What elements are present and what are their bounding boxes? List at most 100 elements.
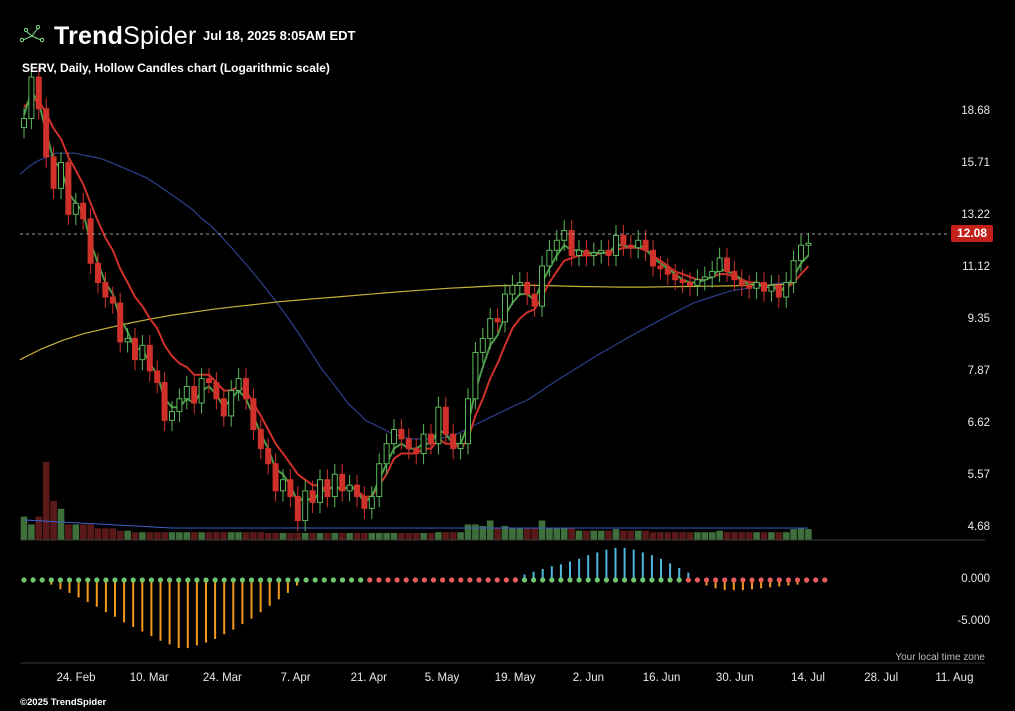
candle-body (87, 218, 94, 264)
oscillator-dot (421, 577, 427, 583)
x-tick-label: 11. Aug (935, 672, 974, 684)
x-tick-label: 5. May (424, 672, 460, 684)
oscillator-dot (430, 577, 437, 583)
candle-body (257, 428, 264, 450)
volume-bar (161, 532, 168, 540)
candle-body (169, 411, 175, 421)
brand-name: TrendSpider (54, 21, 197, 50)
candle-body (605, 249, 612, 256)
volume-bar (642, 530, 649, 540)
volume-bar (279, 532, 287, 540)
volume-bar (375, 532, 383, 540)
candle-body (701, 276, 708, 281)
volume-bar (331, 532, 339, 540)
candle-body (21, 117, 27, 129)
volume-bar (797, 527, 805, 540)
volume-bar (57, 508, 65, 540)
candle-body (154, 370, 161, 384)
y-tick-label: 5.57 (967, 468, 990, 481)
oscillator-dot (804, 577, 810, 583)
oscillator-dot (330, 577, 336, 583)
volume-bar (790, 529, 797, 540)
candle-body (798, 244, 804, 262)
oscillator-dot (612, 577, 619, 583)
oscillator-dot (103, 577, 109, 583)
volume-average-line (23, 519, 809, 529)
oscillator-dot (540, 577, 546, 583)
volume-bar (205, 532, 213, 540)
volume-bar (516, 528, 524, 540)
oscillator-dot (112, 577, 118, 583)
candle-body (376, 463, 383, 498)
volume-bar (235, 532, 242, 540)
volume-bar (605, 530, 612, 540)
oscillator-dot (822, 577, 828, 583)
oscillator-dot (685, 577, 691, 583)
y-tick-label: 7.87 (967, 365, 990, 378)
candle-body (346, 484, 353, 492)
oscillator-dot (39, 577, 45, 583)
candle-body (805, 242, 812, 246)
volume-bar (257, 532, 265, 540)
volume-bar (65, 524, 72, 540)
volume-bar (168, 532, 176, 540)
volume-bar (94, 528, 102, 540)
candle-body (568, 230, 575, 256)
oscillator-dot (731, 577, 737, 583)
volume-bar (671, 532, 679, 540)
y-tick-label: 4.68 (967, 521, 990, 534)
candle-body (117, 302, 124, 343)
oscillator-dot (76, 577, 82, 583)
oscillator-dot (230, 577, 236, 583)
candle-body (28, 76, 35, 119)
timezone-note: Your local time zone (895, 652, 985, 663)
oscillator-dot (358, 577, 364, 583)
volume-bar (679, 532, 686, 540)
chart-timestamp: Jul 18, 2025 8:05AM EDT (203, 28, 356, 43)
candle-body (124, 337, 131, 343)
oscillator-dot (394, 577, 400, 583)
candle-body (413, 448, 420, 455)
candle-body (65, 162, 72, 215)
candle-body (761, 282, 767, 292)
volume-bar (442, 532, 450, 540)
candle-body (95, 262, 101, 284)
candle-body (220, 398, 227, 417)
y-tick-label: 15.71 (961, 157, 990, 170)
oscillator-dot (121, 577, 127, 583)
oscillator-dot (267, 577, 273, 583)
oscillator-dot (531, 577, 537, 583)
volume-bar (457, 532, 464, 540)
volume-bar (634, 530, 642, 540)
x-tick-label: 21. Apr (350, 672, 388, 684)
volume-bar (568, 528, 575, 540)
volume-bar (383, 532, 390, 540)
volume-bar (346, 532, 353, 540)
volume-bar (301, 532, 309, 540)
volume-bar (427, 532, 435, 540)
volume-bar (250, 532, 257, 540)
volume-bar (501, 525, 509, 540)
candle-body (428, 433, 434, 445)
candle-body (516, 282, 523, 286)
volume-bar (738, 532, 746, 540)
volume-bar (390, 532, 398, 540)
oscillator-dot (148, 577, 154, 583)
copyright: ©2025 TrendSpider (20, 697, 107, 708)
y-tick-label: 13.22 (961, 209, 990, 222)
oscillator-dot (667, 577, 673, 583)
oscillator-dot (603, 577, 610, 583)
oscillator-dot (139, 577, 145, 583)
volume-bar (472, 524, 479, 540)
volume-bar (368, 532, 376, 540)
oscillator-dot (248, 577, 255, 583)
y-tick-label: 11.12 (962, 261, 990, 274)
candle-body (420, 433, 427, 455)
oscillator-dot (66, 577, 73, 583)
candle-body (509, 284, 516, 295)
candle-body (265, 448, 272, 465)
oscillator-dot (494, 577, 500, 583)
oscillator-dot (576, 577, 582, 583)
oscillator-dot (130, 577, 136, 583)
